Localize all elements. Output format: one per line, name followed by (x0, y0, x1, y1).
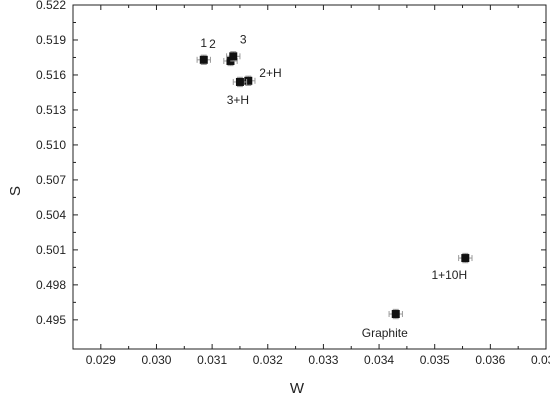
x-tick-label: 0.032 (253, 353, 283, 367)
x-tick-label: 0.034 (364, 353, 394, 367)
y-tick-label: 0.507 (36, 173, 66, 187)
x-tick-label: 0.030 (141, 353, 171, 367)
point-label: 2+H (259, 66, 281, 80)
point-label: 1 (200, 36, 207, 50)
point-label: Graphite (362, 326, 408, 340)
y-axis-title: S (7, 186, 24, 196)
y-tick-label: 0.510 (36, 138, 66, 152)
x-tick-label: 0.029 (86, 353, 116, 367)
y-tick-label: 0.519 (36, 33, 66, 47)
y-tick-label: 0.522 (36, 0, 66, 12)
y-tick-label: 0.501 (36, 243, 66, 257)
y-tick-label: 0.504 (36, 208, 66, 222)
x-tick-label: 0.033 (308, 353, 338, 367)
data-point (229, 52, 238, 61)
data-point (244, 76, 253, 85)
y-tick-label: 0.498 (36, 278, 66, 292)
y-tick-label: 0.495 (36, 313, 66, 327)
data-point (461, 254, 470, 263)
point-label: 3 (240, 32, 247, 46)
x-tick-label: 0.037 (531, 353, 550, 367)
point-label: 3+H (227, 93, 249, 107)
plot-frame (72, 4, 547, 350)
x-tick-label: 0.036 (475, 353, 505, 367)
x-axis-title: W (290, 380, 305, 397)
data-point (391, 310, 400, 319)
point-label: 2 (209, 37, 216, 51)
x-tick-label: 0.031 (197, 353, 227, 367)
x-tick-label: 0.035 (420, 353, 450, 367)
data-point (235, 77, 244, 86)
y-tick-label: 0.513 (36, 103, 66, 117)
point-label: 1+10H (431, 268, 467, 282)
y-tick-label: 0.516 (36, 68, 66, 82)
data-point (199, 55, 208, 64)
